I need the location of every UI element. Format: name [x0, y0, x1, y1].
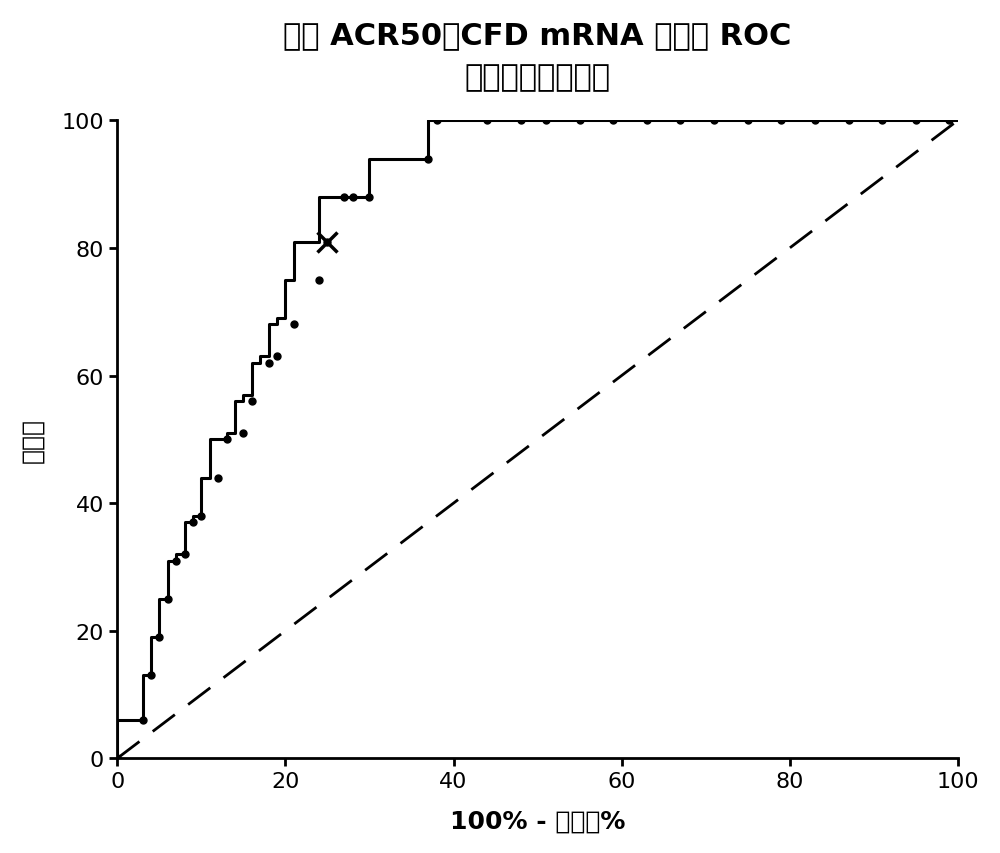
Y-axis label: 灵敏性: 灵敏性 — [21, 417, 45, 462]
Title: 对于 ACR50，CFD mRNA 水平的 ROC
（已给药的患者）: 对于 ACR50，CFD mRNA 水平的 ROC （已给药的患者） — [283, 20, 792, 92]
X-axis label: 100% - 特异性%: 100% - 特异性% — [450, 809, 625, 833]
